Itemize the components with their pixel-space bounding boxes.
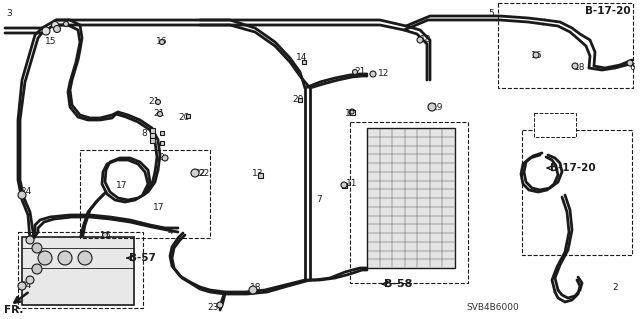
Circle shape xyxy=(102,233,108,238)
Text: 17: 17 xyxy=(153,203,164,211)
Text: 24: 24 xyxy=(20,188,31,197)
Circle shape xyxy=(217,302,223,308)
Text: 2: 2 xyxy=(612,284,618,293)
Circle shape xyxy=(191,169,199,177)
Text: B-57: B-57 xyxy=(129,253,156,263)
Bar xyxy=(350,122,468,283)
Text: 6: 6 xyxy=(629,63,635,72)
Text: B-58: B-58 xyxy=(384,279,412,289)
Text: 24: 24 xyxy=(20,281,31,291)
Bar xyxy=(302,60,306,64)
Text: 18: 18 xyxy=(574,63,586,72)
Bar xyxy=(534,113,576,137)
Circle shape xyxy=(353,70,358,75)
Bar xyxy=(298,98,302,102)
Bar xyxy=(186,114,190,118)
Circle shape xyxy=(349,109,355,115)
Circle shape xyxy=(51,21,58,28)
Circle shape xyxy=(26,276,34,284)
Text: 23: 23 xyxy=(207,303,218,313)
Bar xyxy=(150,137,154,143)
Text: 7: 7 xyxy=(316,196,322,204)
Bar xyxy=(160,131,164,135)
Text: 22: 22 xyxy=(198,169,209,179)
Text: 19: 19 xyxy=(432,102,444,112)
Bar xyxy=(257,173,262,177)
Text: 13: 13 xyxy=(252,168,264,177)
Text: 22: 22 xyxy=(194,169,205,179)
Circle shape xyxy=(341,182,347,188)
Text: 21: 21 xyxy=(148,98,159,107)
Circle shape xyxy=(156,100,161,105)
Text: 20: 20 xyxy=(292,95,303,105)
Text: 16: 16 xyxy=(156,38,168,47)
Circle shape xyxy=(370,71,376,77)
Circle shape xyxy=(417,37,423,43)
Text: 18: 18 xyxy=(420,35,431,44)
Bar xyxy=(498,3,633,88)
Circle shape xyxy=(32,243,42,253)
Text: 8: 8 xyxy=(141,130,147,138)
Text: 1: 1 xyxy=(536,115,541,124)
Text: FR.: FR. xyxy=(4,305,24,315)
Text: 11: 11 xyxy=(346,179,358,188)
Text: 16: 16 xyxy=(100,231,111,240)
Text: 10: 10 xyxy=(345,108,356,117)
Bar xyxy=(150,132,154,137)
Circle shape xyxy=(428,103,436,111)
Text: 4: 4 xyxy=(168,227,173,236)
Circle shape xyxy=(63,21,68,26)
Text: 15: 15 xyxy=(45,36,56,46)
Bar xyxy=(18,232,143,308)
Text: B-17-20: B-17-20 xyxy=(550,163,596,173)
Bar xyxy=(522,130,632,255)
Text: 21: 21 xyxy=(153,109,164,118)
Text: 5: 5 xyxy=(488,9,493,18)
Circle shape xyxy=(58,251,72,265)
Circle shape xyxy=(249,286,257,294)
Text: 16: 16 xyxy=(531,50,543,60)
Text: 17: 17 xyxy=(116,182,127,190)
Bar xyxy=(349,109,355,115)
Circle shape xyxy=(572,63,578,69)
Circle shape xyxy=(533,52,539,58)
Bar xyxy=(342,182,346,188)
Text: SVB4B6000: SVB4B6000 xyxy=(466,302,519,311)
Circle shape xyxy=(78,251,92,265)
Bar xyxy=(80,150,210,238)
Circle shape xyxy=(18,191,26,199)
Text: 20: 20 xyxy=(178,113,189,122)
Text: 21: 21 xyxy=(354,68,365,77)
Circle shape xyxy=(26,236,34,244)
Text: 18: 18 xyxy=(250,284,262,293)
Circle shape xyxy=(157,112,163,116)
Bar xyxy=(160,141,164,145)
Text: 3: 3 xyxy=(6,10,12,19)
Circle shape xyxy=(54,26,61,33)
Text: 14: 14 xyxy=(296,54,307,63)
Text: B-17-20: B-17-20 xyxy=(586,6,631,16)
Text: 12: 12 xyxy=(378,69,389,78)
Circle shape xyxy=(32,264,42,274)
Circle shape xyxy=(42,27,50,35)
Circle shape xyxy=(627,60,633,66)
Circle shape xyxy=(162,155,168,161)
Bar xyxy=(367,128,455,268)
Bar xyxy=(150,128,154,132)
Circle shape xyxy=(350,110,354,114)
Circle shape xyxy=(18,282,26,290)
Circle shape xyxy=(159,40,164,44)
Bar xyxy=(22,237,134,305)
Text: 9: 9 xyxy=(158,153,164,162)
Circle shape xyxy=(38,251,52,265)
